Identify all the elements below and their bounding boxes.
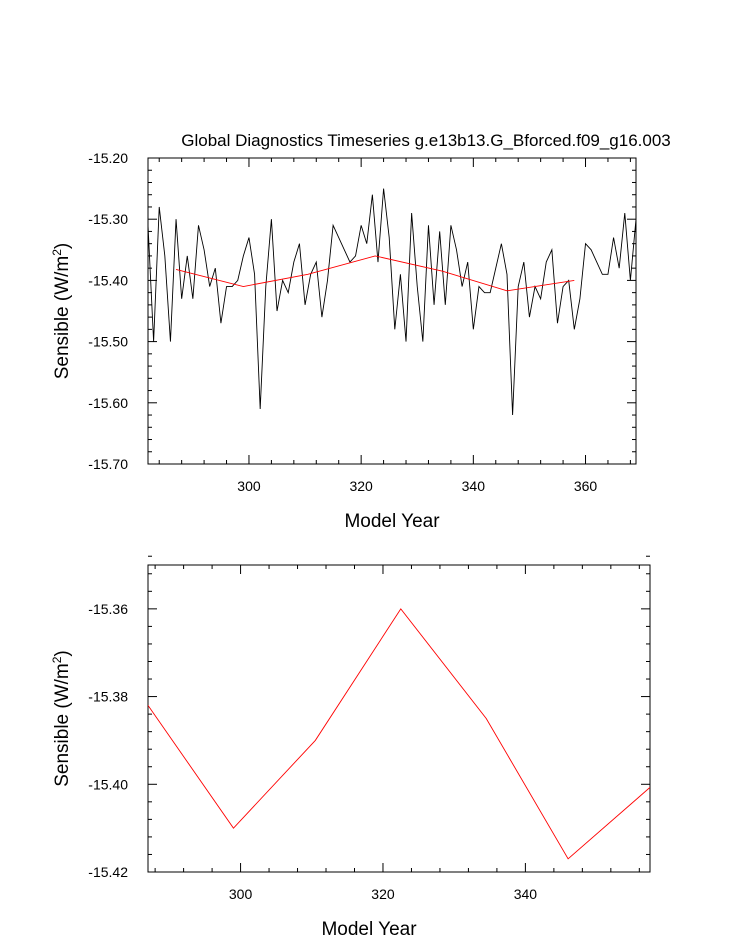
y-tick-label: -15.30 <box>88 211 128 227</box>
chart-panel-2: 300 320 340 -15.42 -15.40 -15.38 -15.36 Model Y… <box>50 555 651 940</box>
x-axis-label: Model Year <box>321 919 417 940</box>
x-tick-label: 320 <box>371 886 395 902</box>
y-tick-label: -15.70 <box>88 456 128 472</box>
x-tick-label: 340 <box>514 886 538 902</box>
x-tick-label: 300 <box>237 478 261 494</box>
series-line-annual <box>148 188 636 416</box>
x-tick-label: 340 <box>462 478 486 494</box>
series-line-smoothed <box>148 608 650 860</box>
x-tick-label: 300 <box>229 886 253 902</box>
plot-frame <box>147 564 651 873</box>
chart-panel-1: Global Diagnostics Timeseries g.e13b13.G… <box>50 131 671 532</box>
plot-frame <box>147 157 637 465</box>
y-tick-label: -15.60 <box>88 395 128 411</box>
x-tick-label: 360 <box>574 478 598 494</box>
y-tick-label: -15.42 <box>88 864 128 880</box>
y-tick-label: -15.50 <box>88 334 128 350</box>
chart-title: Global Diagnostics Timeseries g.e13b13.G… <box>181 131 671 150</box>
y-axis-label: Sensible (W/m2) <box>50 650 73 787</box>
y-tick-label: -15.36 <box>88 601 128 617</box>
y-axis-label: Sensible (W/m2) <box>50 243 73 380</box>
y-tick-label: -15.38 <box>88 689 128 705</box>
y-tick-label: -15.20 <box>88 150 128 166</box>
y-tick-label: -15.40 <box>88 272 128 288</box>
x-tick-label: 320 <box>349 478 373 494</box>
series-line-smoothed <box>175 255 575 292</box>
x-axis-label: Model Year <box>344 511 440 532</box>
y-tick-label: -15.40 <box>88 776 128 792</box>
